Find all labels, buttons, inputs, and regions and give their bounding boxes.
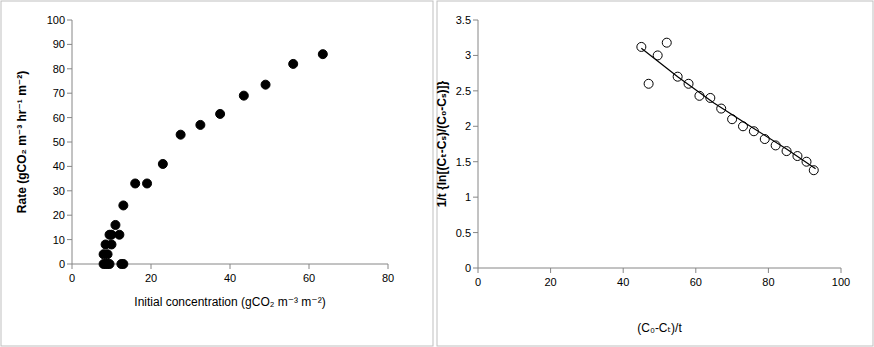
chart-0: 0 20 40 60 80 0 10 20 30 40 50 60 70 80 90 100 Initial c… <box>1 1 433 346</box>
point <box>644 79 653 88</box>
x-axis-label: Initial concentration (gCO₂ m⁻³ m⁻²) <box>134 295 325 309</box>
y-axis-label: 1/t {ln[(Cₜ-Cₛ)/(C₀-Cₛ)]} <box>435 80 449 207</box>
y-tick <box>473 126 478 127</box>
point <box>107 240 116 249</box>
point <box>318 50 327 59</box>
y-tick-label: 70 <box>53 87 65 99</box>
y-tick <box>67 166 72 167</box>
y-tick <box>473 197 478 198</box>
x-tick-label: 60 <box>303 272 315 284</box>
y-tick-label: 0 <box>59 258 65 270</box>
x-tick-label: 0 <box>69 272 75 284</box>
point <box>158 159 167 168</box>
plot-area <box>637 38 818 175</box>
x-tick-label: 100 <box>832 276 850 288</box>
x-tick <box>623 268 624 273</box>
chart-1: 0 20 40 60 80 100 0 0.5 1 1.5 2 2.5 3 3.5 (C₀-Cₜ)/t 1/t… <box>435 1 873 346</box>
y-tick-label: 10 <box>53 234 65 246</box>
y-tick <box>473 90 478 91</box>
y-tick-label: 50 <box>53 136 65 148</box>
point <box>662 38 671 47</box>
y-tick-label: 0 <box>465 262 471 274</box>
y-tick-label: 60 <box>53 112 65 124</box>
x-tick <box>388 264 389 269</box>
point <box>239 91 248 100</box>
x-tick <box>841 268 842 273</box>
y-tick <box>473 55 478 56</box>
point <box>103 250 112 259</box>
y-tick-label: 90 <box>53 38 65 50</box>
x-tick-label: 40 <box>617 276 629 288</box>
y-tick <box>67 20 72 21</box>
point <box>119 260 128 269</box>
x-axis-label: (C₀-Cₜ)/t <box>637 321 682 335</box>
panel-frame <box>1 1 433 346</box>
x-tick <box>230 264 231 269</box>
y-tick <box>67 142 72 143</box>
x-tick-label: 60 <box>690 276 702 288</box>
x-tick <box>550 268 551 273</box>
x-tick <box>478 268 479 273</box>
x-tick-label: 20 <box>145 272 157 284</box>
x-tick-label: 40 <box>224 272 236 284</box>
fit-line <box>641 48 815 168</box>
point <box>143 179 152 188</box>
x-tick <box>151 264 152 269</box>
y-tick-label: 1 <box>465 191 471 203</box>
y-tick-label: 3.5 <box>456 14 471 26</box>
y-tick <box>67 68 72 69</box>
y-tick-label: 40 <box>53 160 65 172</box>
x-tick <box>768 268 769 273</box>
point <box>131 179 140 188</box>
x-axis-line <box>478 268 841 269</box>
x-tick-label: 0 <box>475 276 481 288</box>
y-tick-label: 1.5 <box>456 156 471 168</box>
point <box>105 260 114 269</box>
x-tick-label: 80 <box>382 272 394 284</box>
x-tick-label: 20 <box>544 276 556 288</box>
point <box>216 109 225 118</box>
panel-frame <box>437 1 873 346</box>
point <box>289 59 298 68</box>
point <box>115 230 124 239</box>
y-tick-label: 3 <box>465 49 471 61</box>
y-tick-label: 30 <box>53 185 65 197</box>
x-tick <box>72 264 73 269</box>
point <box>196 120 205 129</box>
y-tick <box>67 93 72 94</box>
y-axis-label: Rate (gCO₂ m⁻³ hr⁻¹ m⁻²) <box>15 71 29 213</box>
y-tick <box>473 268 478 269</box>
x-tick <box>309 264 310 269</box>
y-tick <box>67 190 72 191</box>
x-tick-label: 80 <box>762 276 774 288</box>
point <box>111 220 120 229</box>
y-tick <box>67 239 72 240</box>
y-tick <box>473 20 478 21</box>
point <box>261 80 270 89</box>
y-tick <box>67 215 72 216</box>
point <box>119 201 128 210</box>
y-tick-label: 20 <box>53 209 65 221</box>
point <box>176 130 185 139</box>
y-tick <box>473 161 478 162</box>
y-axis-line <box>478 20 479 268</box>
y-tick-label: 80 <box>53 63 65 75</box>
y-tick-label: 0.5 <box>456 227 471 239</box>
plot-area <box>99 50 327 269</box>
y-tick <box>67 44 72 45</box>
y-tick-label: 2 <box>465 120 471 132</box>
y-tick <box>473 232 478 233</box>
y-tick <box>67 264 72 265</box>
y-tick <box>67 117 72 118</box>
y-tick-label: 100 <box>47 14 65 26</box>
x-tick <box>695 268 696 273</box>
y-tick-label: 2.5 <box>456 85 471 97</box>
